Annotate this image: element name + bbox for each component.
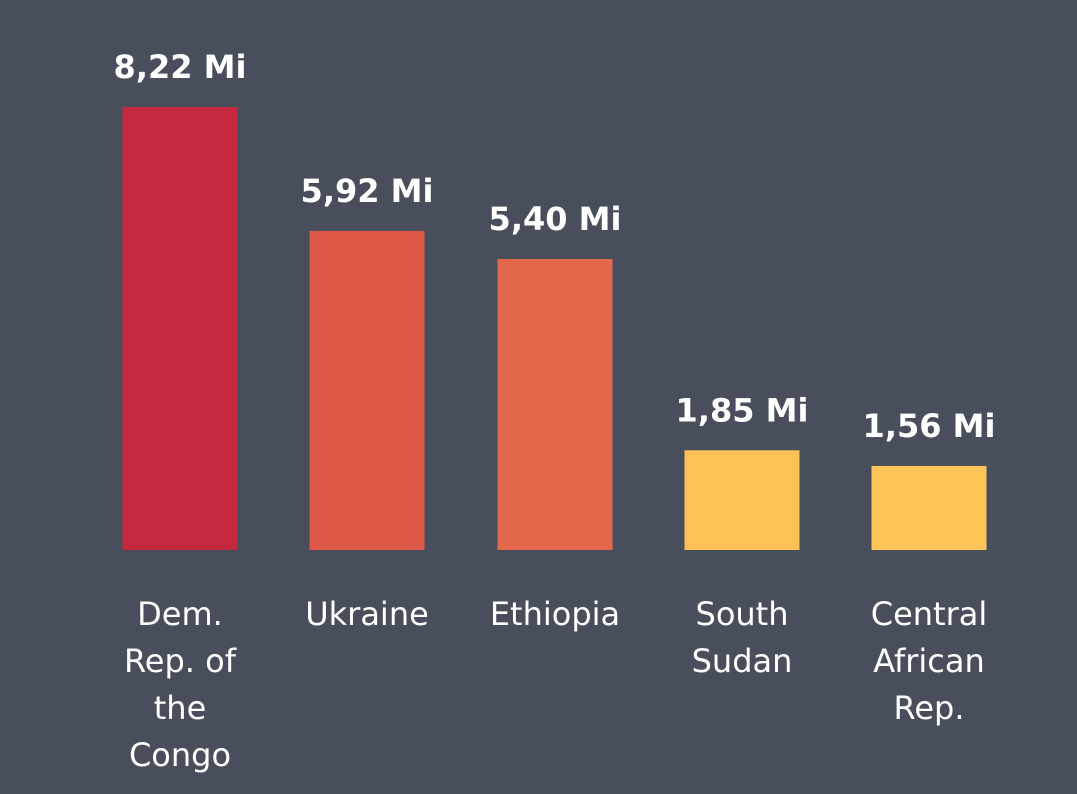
value-label-0: 8,22 Mi xyxy=(114,48,247,86)
bar-2 xyxy=(497,258,613,550)
category-label-2: Ethiopia xyxy=(490,595,620,633)
category-label-line: the xyxy=(154,689,207,727)
category-label-line: South xyxy=(696,595,789,633)
category-label-line: Dem. xyxy=(137,595,223,633)
bar-3 xyxy=(684,450,800,550)
category-label-1: Ukraine xyxy=(305,595,429,633)
category-label-line: Central xyxy=(871,595,988,633)
bars-group xyxy=(122,107,987,550)
value-label-3: 1,85 Mi xyxy=(676,391,809,429)
category-label-0: Dem. Rep. of the Congo xyxy=(124,595,237,774)
bar-4 xyxy=(871,465,987,550)
value-label-1: 5,92 Mi xyxy=(301,172,434,210)
category-label-line: Sudan xyxy=(692,642,793,680)
category-label-line: Rep. xyxy=(894,689,965,727)
category-label-line: Ukraine xyxy=(305,595,429,633)
bar-0 xyxy=(122,107,238,550)
category-label-line: African xyxy=(873,642,985,680)
bar-1 xyxy=(309,230,425,550)
category-label-4: Central African Rep. xyxy=(871,595,988,727)
category-label-line: Rep. of xyxy=(124,642,237,680)
category-label-line: Congo xyxy=(129,736,231,774)
category-label-3: South Sudan xyxy=(692,595,793,680)
category-label-line: Ethiopia xyxy=(490,595,620,633)
value-labels-group: 8,22 Mi 5,92 Mi 5,40 Mi 1,85 Mi 1,56 Mi xyxy=(114,48,996,445)
value-label-4: 1,56 Mi xyxy=(863,407,996,445)
value-label-2: 5,40 Mi xyxy=(489,200,622,238)
